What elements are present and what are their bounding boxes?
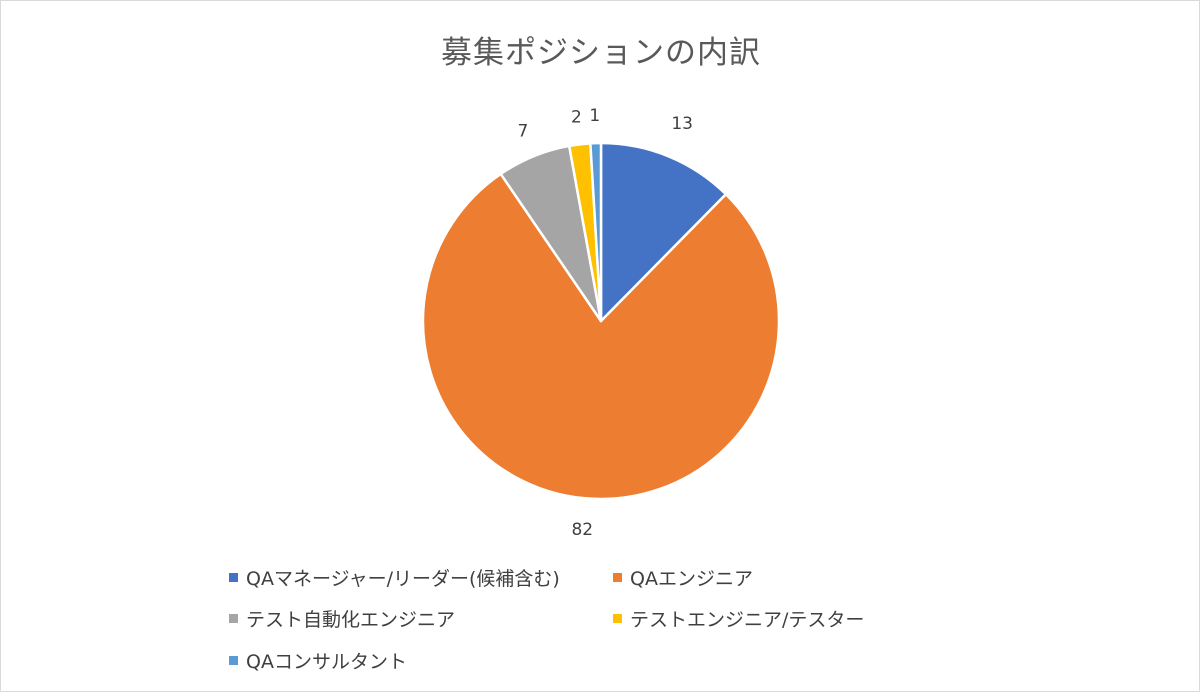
legend-swatch-test-automation [229, 614, 238, 623]
legend-label-test-engineer: テストエンジニア/テスター [630, 609, 865, 631]
legend-label-qa-manager: QAマネージャー/リーダー(候補含む) [246, 568, 560, 590]
legend-swatch-qa-consultant [229, 656, 238, 665]
chart-title: 募集ポジションの内訳 [441, 35, 761, 71]
legend-item-qa-consultant: QAコンサルタント [229, 647, 407, 674]
pie-slice-qa-manager [599, 141, 728, 323]
legend-swatch-qa-engineer [613, 573, 622, 582]
data-label-qa-consultant: 1 [589, 106, 600, 126]
data-label-test-engineer: 2 [571, 107, 582, 127]
legend-item-test-engineer: テストエンジニア/テスター [613, 605, 864, 632]
legend-item-qa-manager: QAマネージャー/リーダー(候補含む) [229, 564, 560, 591]
legend-item-qa-engineer: QAエンジニア [613, 564, 753, 591]
data-label-test-automation: 7 [517, 121, 528, 141]
legend-label-test-automation: テスト自動化エンジニア [246, 609, 456, 631]
legend-label-qa-consultant: QAコンサルタント [246, 651, 407, 673]
pie-slice-qa-consultant [589, 141, 603, 323]
legend-label-qa-engineer: QAエンジニア [630, 568, 753, 590]
data-label-qa-manager: 13 [671, 114, 693, 134]
data-label-qa-engineer: 82 [571, 520, 593, 540]
pie-slice-qa-engineer [421, 172, 781, 501]
legend-item-test-automation: テスト自動化エンジニア [229, 605, 455, 632]
legend-swatch-qa-manager [229, 573, 238, 582]
legend-swatch-test-engineer [613, 614, 622, 623]
